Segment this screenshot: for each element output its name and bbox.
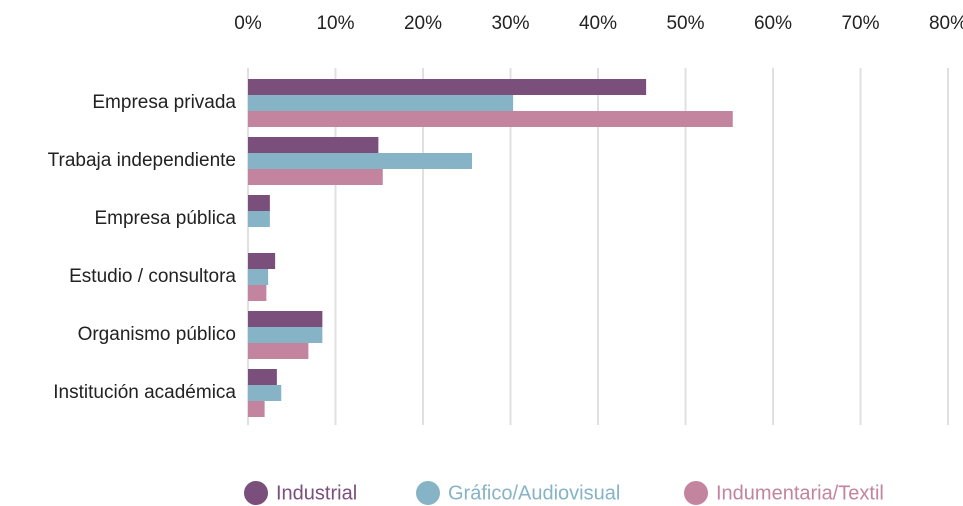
bar	[248, 369, 277, 385]
y-tick-label: Estudio / consultora	[69, 266, 236, 287]
bar	[248, 211, 270, 227]
x-tick-label: 50%	[666, 13, 704, 34]
bar	[248, 253, 276, 269]
bar	[248, 95, 514, 111]
legend-swatch	[684, 481, 708, 505]
bar	[248, 79, 647, 95]
x-tick-label: 80%	[929, 13, 963, 34]
legend-swatch	[416, 481, 440, 505]
x-tick-label: 40%	[579, 13, 617, 34]
x-tick-label: 30%	[491, 13, 529, 34]
bar	[248, 401, 265, 417]
legend-label: Industrial	[276, 482, 357, 504]
legend-label: Indumentaria/Textil	[716, 482, 884, 504]
bar	[248, 285, 267, 301]
bar	[248, 195, 270, 211]
y-tick-label: Empresa pública	[94, 208, 236, 229]
y-tick-label: Trabaja independiente	[48, 150, 236, 171]
x-tick-label: 70%	[841, 13, 879, 34]
bar	[248, 137, 379, 153]
bar	[248, 169, 383, 185]
y-tick-label: Organismo público	[78, 324, 236, 345]
y-tick-label: Institución académica	[53, 382, 236, 403]
legend-label: Gráfico/Audiovisual	[448, 482, 620, 504]
bar	[248, 343, 309, 359]
bar	[248, 111, 733, 127]
bar	[248, 153, 472, 169]
bar	[248, 269, 269, 285]
x-tick-label: 60%	[754, 13, 792, 34]
y-tick-label: Empresa privada	[92, 92, 236, 113]
x-tick-label: 0%	[234, 13, 262, 34]
bar	[248, 327, 323, 343]
bar	[248, 385, 282, 401]
x-tick-label: 10%	[316, 13, 354, 34]
x-tick-label: 20%	[404, 13, 442, 34]
bar	[248, 311, 323, 327]
legend-swatch	[244, 481, 268, 505]
